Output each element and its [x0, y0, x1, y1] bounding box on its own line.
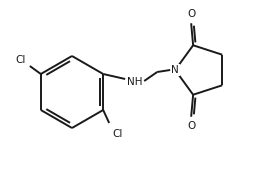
- Text: Cl: Cl: [16, 55, 26, 65]
- Text: O: O: [187, 9, 195, 19]
- Text: O: O: [187, 121, 195, 131]
- Text: N: N: [171, 65, 179, 75]
- Text: Cl: Cl: [112, 129, 122, 139]
- Text: NH: NH: [127, 77, 143, 87]
